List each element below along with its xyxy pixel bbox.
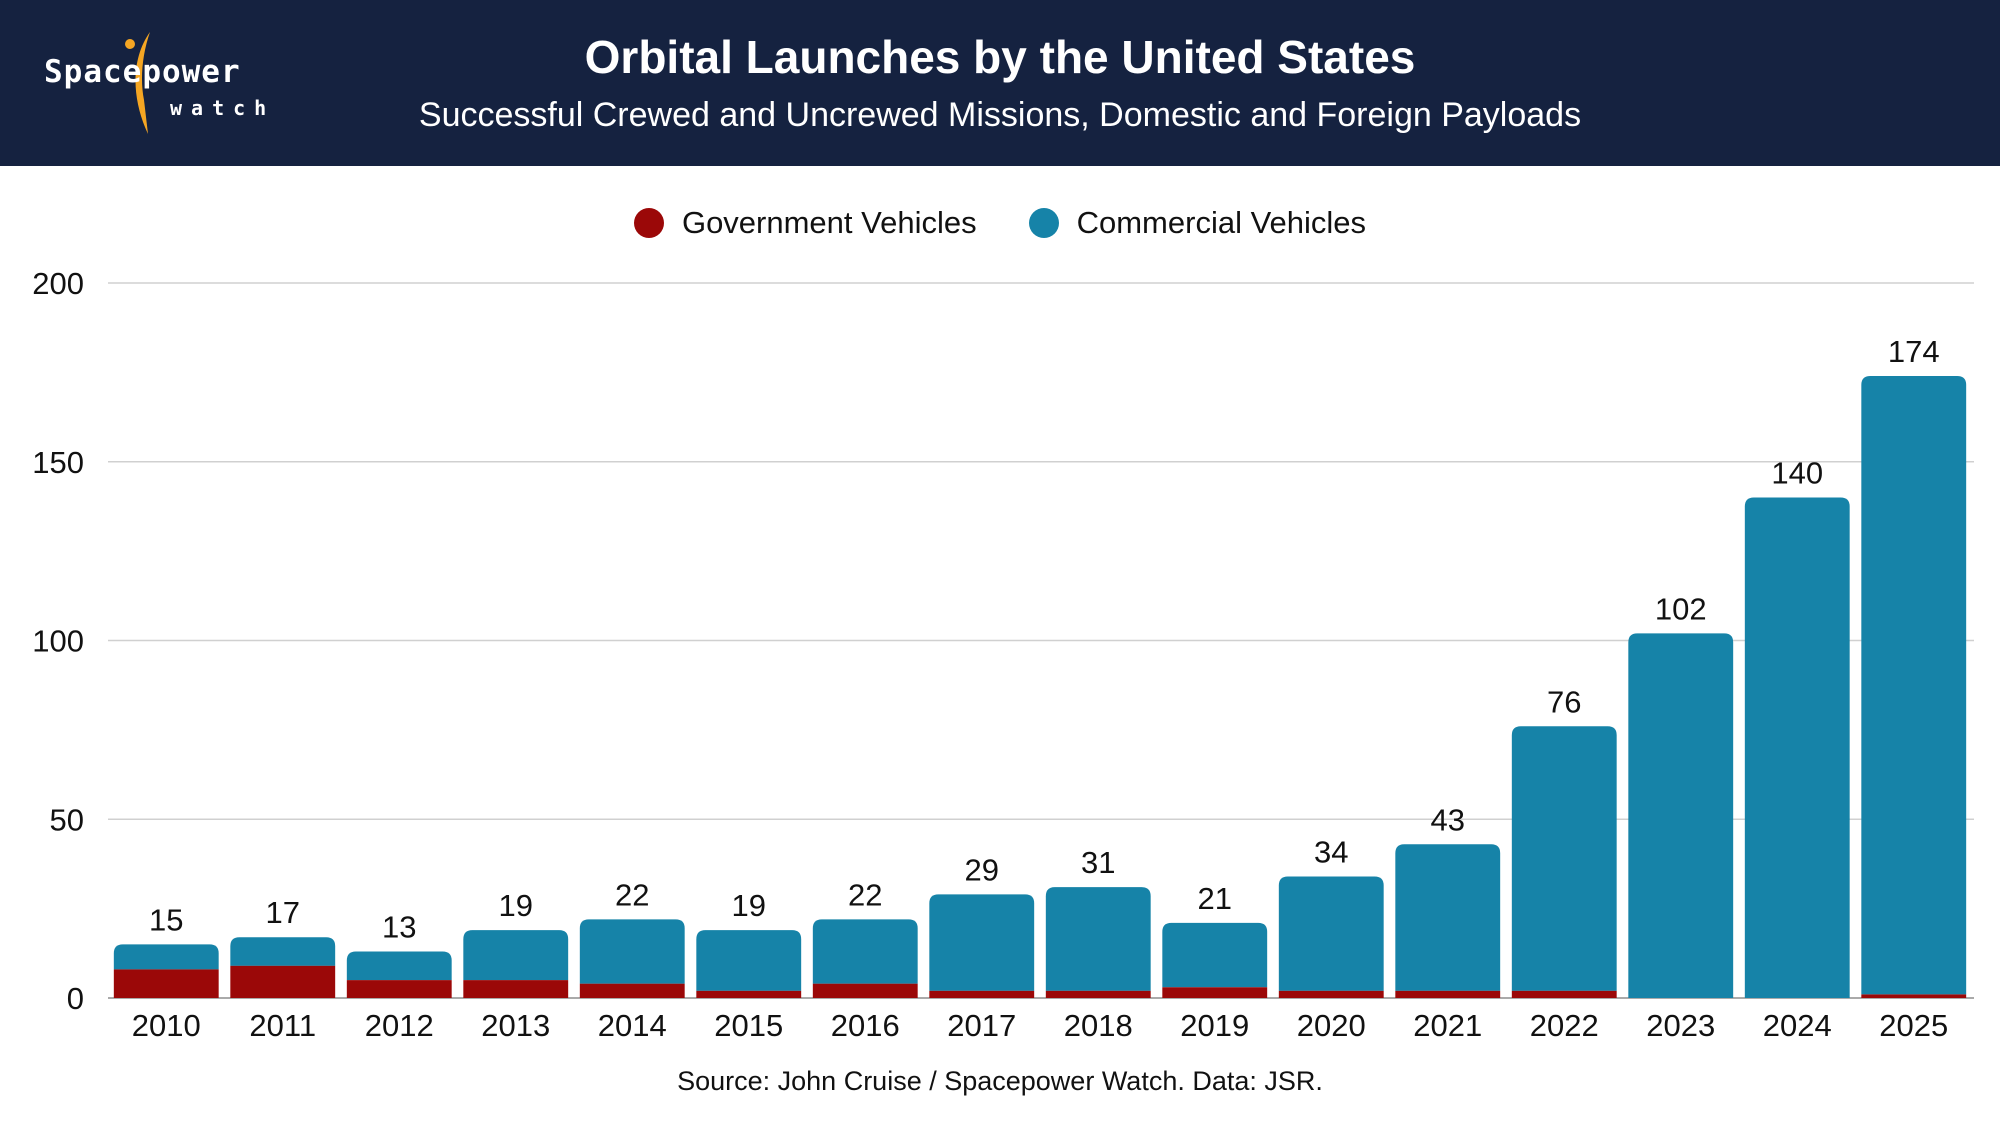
x-tick-label: 2021 — [1413, 1008, 1482, 1043]
bar-government — [113, 969, 219, 998]
y-tick-label: 200 — [32, 266, 84, 301]
bar-total-label: 43 — [1431, 802, 1465, 837]
bar-government — [812, 983, 918, 998]
bar-commercial — [579, 919, 685, 984]
x-tick-label: 2017 — [947, 1008, 1016, 1043]
x-tick-label: 2013 — [481, 1008, 550, 1043]
legend-label: Commercial Vehicles — [1076, 205, 1367, 240]
bar-total-label: 76 — [1547, 684, 1581, 719]
x-tick-label: 2025 — [1879, 1008, 1948, 1043]
bar-commercial — [1162, 922, 1268, 988]
bar-total-label: 19 — [732, 888, 766, 923]
bar-government — [696, 990, 802, 998]
spacepower-watch-logo: Spacepower watch — [40, 30, 310, 140]
bar-total-label: 29 — [965, 852, 999, 887]
bar-commercial — [1861, 375, 1967, 995]
x-tick-label: 2010 — [132, 1008, 201, 1043]
x-tick-label: 2019 — [1180, 1008, 1249, 1043]
bar-commercial — [1045, 887, 1151, 991]
bar-commercial — [929, 894, 1035, 991]
legend: Government Vehicles Commercial Vehicles — [0, 205, 2000, 241]
bar-government — [1511, 990, 1617, 998]
logo-text: Spacepower — [44, 54, 241, 90]
bar-commercial — [1395, 844, 1501, 991]
bar-government — [1045, 990, 1151, 998]
y-tick-label: 50 — [50, 802, 84, 837]
bar-commercial — [346, 951, 452, 981]
legend-item-government: Government Vehicles — [633, 205, 977, 241]
bar-total-label: 19 — [499, 888, 533, 923]
chart-title: Orbital Launches by the United States — [584, 31, 1416, 83]
bar-commercial — [230, 937, 336, 966]
chart-subtitle: Successful Crewed and Uncrewed Missions,… — [418, 96, 1582, 134]
bar-government — [1395, 990, 1501, 998]
x-tick-label: 2014 — [598, 1008, 667, 1043]
bar-government — [1861, 994, 1967, 998]
government-swatch-icon — [633, 208, 664, 238]
bar-commercial — [1511, 726, 1617, 991]
commercial-swatch-icon — [1028, 208, 1059, 238]
bar-total-label: 31 — [1081, 845, 1115, 880]
bar-total-label: 174 — [1888, 334, 1940, 369]
bar-government — [463, 980, 569, 998]
bar-total-label: 22 — [848, 877, 882, 912]
bar-government — [346, 980, 452, 998]
bar-government — [1278, 990, 1384, 998]
bar-total-label: 17 — [266, 895, 300, 930]
x-tick-label: 2012 — [365, 1008, 434, 1043]
legend-item-commercial: Commercial Vehicles — [1028, 205, 1367, 241]
y-tick-label: 0 — [67, 981, 84, 1016]
x-tick-label: 2016 — [831, 1008, 900, 1043]
bar-government — [579, 983, 685, 998]
x-tick-label: 2015 — [714, 1008, 783, 1043]
bar-commercial — [113, 944, 219, 970]
x-tick-label: 2022 — [1530, 1008, 1599, 1043]
bar-total-label: 22 — [615, 877, 649, 912]
bar-government — [1162, 987, 1268, 998]
bar-total-label: 140 — [1771, 456, 1823, 491]
logo-subtext: watch — [170, 96, 276, 120]
y-tick-label: 100 — [32, 624, 84, 659]
x-tick-label: 2023 — [1646, 1008, 1715, 1043]
bar-commercial — [1278, 876, 1384, 991]
bar-government — [230, 965, 336, 998]
y-tick-label: 150 — [32, 445, 84, 480]
bar-total-label: 34 — [1314, 834, 1348, 869]
bar-commercial — [463, 930, 569, 981]
bar-commercial — [1628, 633, 1734, 998]
x-tick-label: 2018 — [1064, 1008, 1133, 1043]
bar-total-label: 15 — [149, 902, 183, 937]
swoosh-icon — [125, 32, 150, 134]
header-banner: Spacepower watch Orbital Launches by the… — [0, 0, 2000, 166]
bar-total-label: 102 — [1655, 591, 1707, 626]
x-tick-label: 2011 — [249, 1008, 316, 1043]
bar-government — [929, 990, 1035, 998]
x-tick-label: 2024 — [1763, 1008, 1832, 1043]
bar-commercial — [696, 930, 802, 991]
legend-label: Government Vehicles — [681, 205, 977, 240]
x-tick-label: 2020 — [1297, 1008, 1366, 1043]
source-note: Source: John Cruise / Spacepower Watch. … — [677, 1066, 1323, 1096]
bar-total-label: 21 — [1198, 881, 1232, 916]
bar-total-label: 13 — [382, 910, 416, 945]
bar-commercial — [812, 919, 918, 984]
bar-commercial — [1744, 497, 1850, 998]
